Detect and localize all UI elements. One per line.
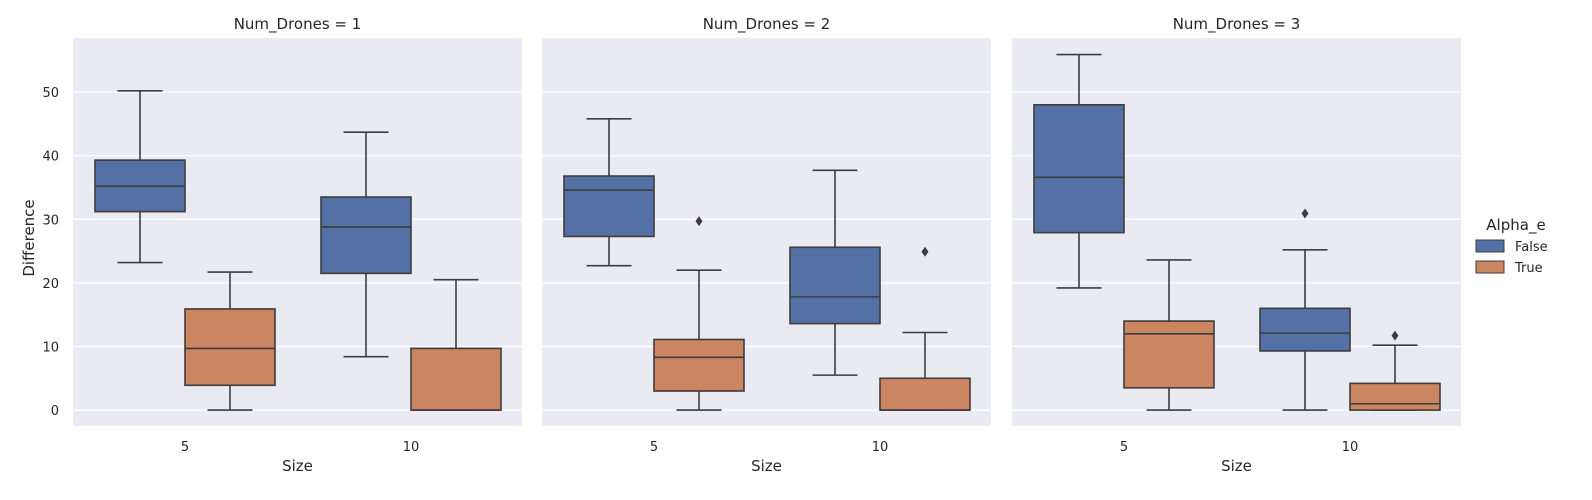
iqr-box [653, 338, 745, 392]
y-tick-label: 20 [42, 277, 59, 292]
x-tick-label: 10 [403, 440, 420, 455]
panel-3: Num_Drones = 3 5 10 Size [1012, 15, 1461, 475]
iqr-box [410, 347, 502, 411]
x-tick-label: 5 [181, 440, 189, 455]
box-10-true [410, 278, 502, 411]
iqr-box [879, 377, 971, 411]
y-tick-label: 50 [42, 86, 59, 101]
box-10-true [1349, 330, 1441, 411]
legend-label-true: True [1514, 261, 1543, 276]
iqr-box [184, 308, 276, 387]
legend-title: Alpha_e [1486, 216, 1545, 235]
x-tick-label: 5 [1120, 440, 1128, 455]
box-10-true [879, 246, 971, 411]
panel-title: Num_Drones = 3 [1173, 15, 1301, 34]
x-tick-label: 10 [872, 440, 889, 455]
panel-title: Num_Drones = 1 [234, 15, 362, 34]
box-5-true [1123, 259, 1215, 411]
outlier-point [1391, 330, 1399, 341]
box-10-false [1259, 208, 1351, 411]
panel-2: Num_Drones = 2 5 10 Size [542, 15, 991, 475]
box-5-false [1033, 53, 1125, 289]
iqr-box [1033, 103, 1125, 234]
outlier-point [921, 246, 929, 257]
legend: Alpha_e False True [1475, 216, 1548, 276]
box-5-true [653, 216, 745, 411]
panel-1: 0 10 20 30 40 50 Num_Drones = 1 5 10 Size [42, 15, 522, 475]
y-axis-label: Difference [20, 199, 38, 276]
legend-swatch-false [1475, 239, 1505, 253]
x-tick-label: 10 [1342, 440, 1359, 455]
iqr-box [789, 246, 881, 325]
outlier-point [695, 216, 703, 227]
iqr-box [1259, 307, 1351, 352]
legend-label-false: False [1515, 240, 1548, 255]
x-axis-label: Size [282, 457, 313, 475]
box-10-false [320, 131, 412, 358]
outlier-point [1301, 208, 1309, 219]
box-5-true [184, 271, 276, 411]
legend-swatch-true [1475, 260, 1505, 274]
x-tick-label: 5 [650, 440, 658, 455]
box-10-false [789, 169, 881, 376]
box-5-false [94, 89, 186, 264]
iqr-box [1123, 320, 1215, 389]
y-tick-label: 30 [42, 213, 59, 228]
x-axis-label: Size [751, 457, 782, 475]
y-tick-label: 40 [42, 150, 59, 165]
iqr-box [1349, 382, 1441, 411]
box-5-false [563, 117, 655, 267]
panel-title: Num_Drones = 2 [703, 15, 831, 34]
x-axis-label: Size [1221, 457, 1252, 475]
y-tick-label: 0 [51, 404, 59, 419]
iqr-box [563, 175, 655, 238]
iqr-box [320, 196, 412, 275]
y-tick-label: 10 [42, 340, 59, 355]
